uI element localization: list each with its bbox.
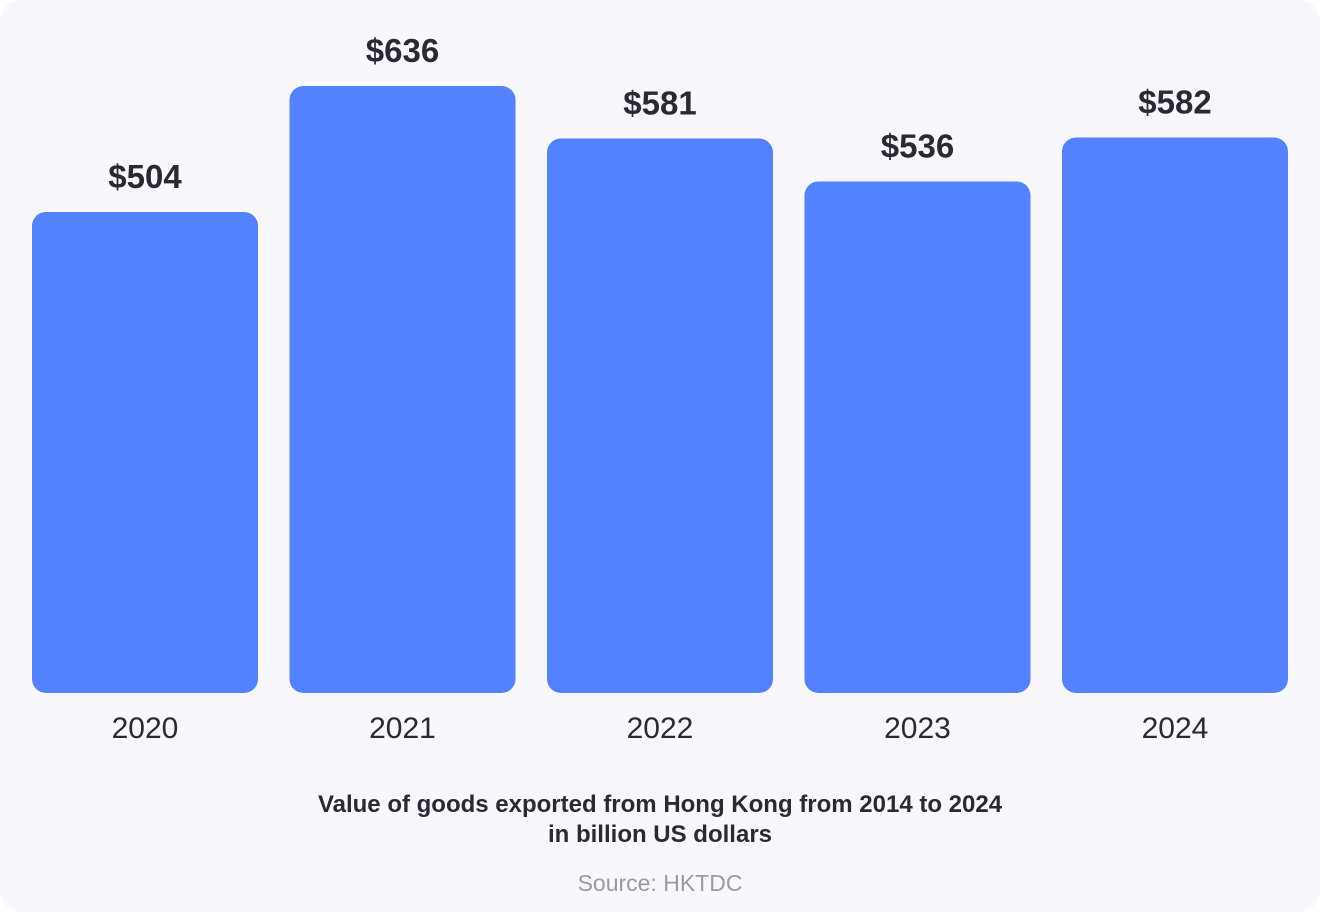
bar-2021 (289, 86, 516, 693)
value-label-2020: $504 (108, 158, 182, 195)
bar-2023 (804, 181, 1031, 693)
bar-chart: $504 2020 $636 2021 $581 2022 $536 2023 $582 2024 (32, 32, 1288, 745)
chart-title: Value of goods exported from Hong Kong f… (317, 791, 1003, 818)
bar-2022 (547, 138, 773, 694)
bar-2020 (32, 211, 258, 693)
value-label-2022: $581 (623, 84, 696, 121)
x-tick-label-2020: 2020 (112, 712, 179, 745)
x-tick-label-2021: 2021 (369, 712, 436, 745)
x-tick-label-2023: 2023 (884, 712, 951, 745)
value-label-2023: $536 (881, 127, 954, 164)
x-tick-label-2022: 2022 (627, 712, 694, 745)
value-label-2021: $636 (366, 32, 439, 69)
chart-subtitle: in billion US dollars (547, 821, 772, 848)
bar-2024 (1062, 137, 1288, 694)
chart-source: Source: HKTDC (577, 870, 743, 896)
value-label-2024: $582 (1138, 84, 1211, 121)
x-tick-label-2024: 2024 (1142, 712, 1209, 745)
